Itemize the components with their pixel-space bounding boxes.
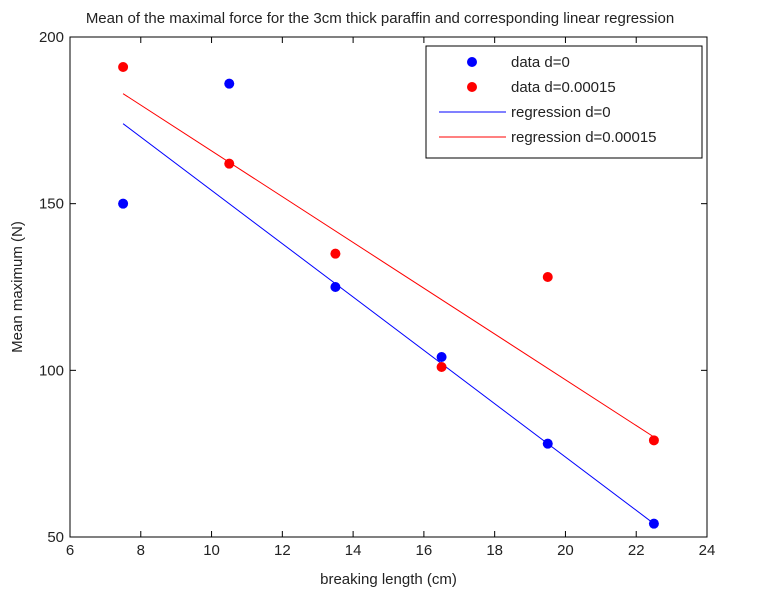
legend-label: regression d=0 xyxy=(511,104,611,121)
y-tick-label: 150 xyxy=(39,196,64,213)
data-point-series-0 xyxy=(118,198,129,209)
legend-marker-swatch xyxy=(467,57,477,67)
x-tick-label: 22 xyxy=(628,542,645,559)
x-tick-label: 12 xyxy=(274,542,291,559)
regression-line-3 xyxy=(122,93,655,438)
x-tick-label: 24 xyxy=(699,542,716,559)
x-tick-label: 10 xyxy=(203,542,220,559)
y-tick-label: 100 xyxy=(39,362,64,379)
legend: data d=0 data d=0.00015 regression d=0 regr… xyxy=(425,45,703,159)
data-point-series-0 xyxy=(542,438,553,449)
data-point-series-0 xyxy=(436,352,447,362)
data-point-series-1 xyxy=(118,62,129,72)
data-point-series-0 xyxy=(648,518,659,529)
data-points xyxy=(118,62,659,529)
legend-label: data d=0.00015 xyxy=(511,79,616,96)
x-tick-label: 8 xyxy=(137,542,145,559)
legend-label: data d=0 xyxy=(511,54,570,71)
regression-lines xyxy=(122,93,655,525)
y-tick-label: 200 xyxy=(39,29,64,46)
x-axis-label: breaking length (cm) xyxy=(320,571,457,588)
data-point-series-1 xyxy=(648,435,659,446)
y-axis-label: Mean maximum (N) xyxy=(9,221,26,353)
data-point-series-1 xyxy=(330,248,341,259)
data-point-series-1 xyxy=(436,362,447,372)
x-tick-label: 20 xyxy=(557,542,574,559)
y-axis: 50 100 150 200 xyxy=(39,29,707,546)
x-tick-label: 14 xyxy=(345,542,362,559)
x-tick-label: 18 xyxy=(486,542,503,559)
regression-line-2 xyxy=(122,123,655,525)
data-point-series-1 xyxy=(542,272,553,282)
legend-marker-swatch xyxy=(467,82,477,92)
chart-title: Mean of the maximal force for the 3cm th… xyxy=(86,10,674,27)
y-tick-label: 50 xyxy=(47,529,64,546)
x-axis: 6 8 10 12 14 16 18 20 22 24 xyxy=(66,37,716,559)
legend-label: regression d=0.00015 xyxy=(511,129,657,146)
data-point-series-1 xyxy=(224,158,235,169)
data-point-series-0 xyxy=(330,282,341,292)
data-point-series-0 xyxy=(224,78,235,89)
x-tick-label: 16 xyxy=(416,542,433,559)
x-tick-label: 6 xyxy=(66,542,74,559)
